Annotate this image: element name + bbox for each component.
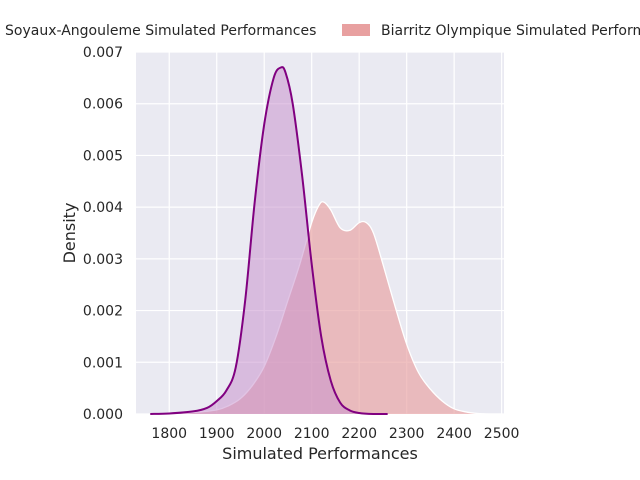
x-tick-label: 2000: [246, 426, 282, 442]
y-tick-labels: 0.000 0.001 0.002 0.003 0.004 0.005 0.006 0.007: [83, 45, 123, 423]
x-tick-label: 1900: [199, 426, 235, 442]
x-tick-label: 2400: [436, 426, 472, 442]
legend-swatch-biarritz: [342, 24, 370, 36]
y-tick-label: 0.001: [83, 355, 123, 371]
y-tick-label: 0.005: [83, 148, 123, 164]
y-tick-label: 0.003: [83, 252, 123, 268]
y-tick-label: 0.007: [83, 45, 123, 61]
y-tick-label: 0.006: [83, 97, 123, 113]
legend-label-soyaux: Soyaux-Angouleme Simulated Performances: [5, 23, 316, 39]
x-tick-labels: 1800 1900 2000 2100 2200 2300 2400 2500: [151, 426, 519, 442]
x-axis-label: Simulated Performances: [222, 444, 418, 463]
x-tick-label: 1800: [151, 426, 187, 442]
y-tick-label: 0.000: [83, 407, 123, 423]
x-tick-label: 2100: [294, 426, 330, 442]
density-area-biarritz: [150, 201, 502, 414]
density-area-soyaux: [150, 67, 388, 414]
y-tick-label: 0.002: [83, 304, 123, 320]
y-tick-label: 0.004: [83, 200, 123, 216]
x-tick-label: 2300: [389, 426, 425, 442]
density-areas: [150, 66, 502, 416]
y-axis-label: Density: [60, 203, 79, 264]
legend-label-biarritz: Biarritz Olympique Simulated Performance…: [381, 23, 640, 39]
density-line-soyaux: [150, 66, 388, 416]
x-tick-label: 2200: [341, 426, 377, 442]
x-tick-label: 2500: [484, 426, 520, 442]
legend: Soyaux-Angouleme Simulated Performances …: [5, 23, 640, 39]
